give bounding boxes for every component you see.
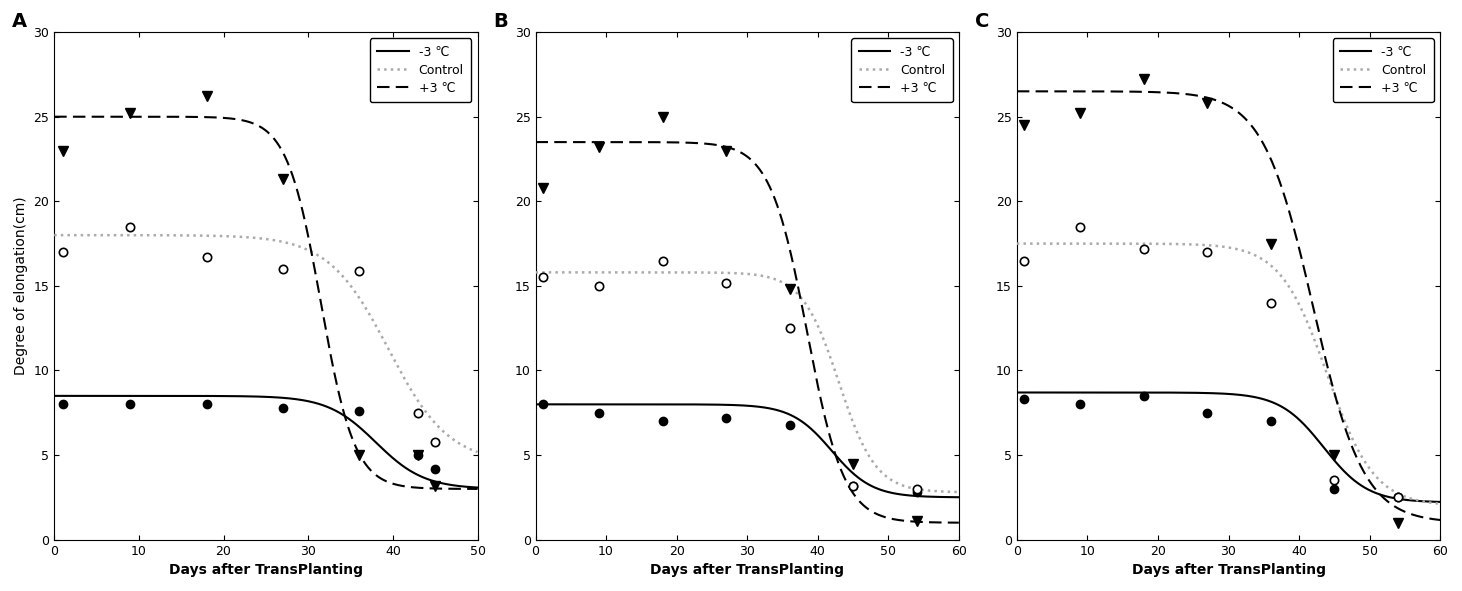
Text: C: C: [975, 12, 988, 31]
X-axis label: Days after TransPlanting: Days after TransPlanting: [651, 563, 844, 577]
X-axis label: Days after TransPlanting: Days after TransPlanting: [168, 563, 363, 577]
Legend: -3 ℃, Control, +3 ℃: -3 ℃, Control, +3 ℃: [370, 38, 471, 102]
Text: A: A: [12, 12, 26, 31]
Legend: -3 ℃, Control, +3 ℃: -3 ℃, Control, +3 ℃: [1332, 38, 1434, 102]
Legend: -3 ℃, Control, +3 ℃: -3 ℃, Control, +3 ℃: [851, 38, 953, 102]
Text: B: B: [493, 12, 507, 31]
X-axis label: Days after TransPlanting: Days after TransPlanting: [1132, 563, 1326, 577]
Y-axis label: Degree of elongation(cm): Degree of elongation(cm): [13, 197, 28, 375]
